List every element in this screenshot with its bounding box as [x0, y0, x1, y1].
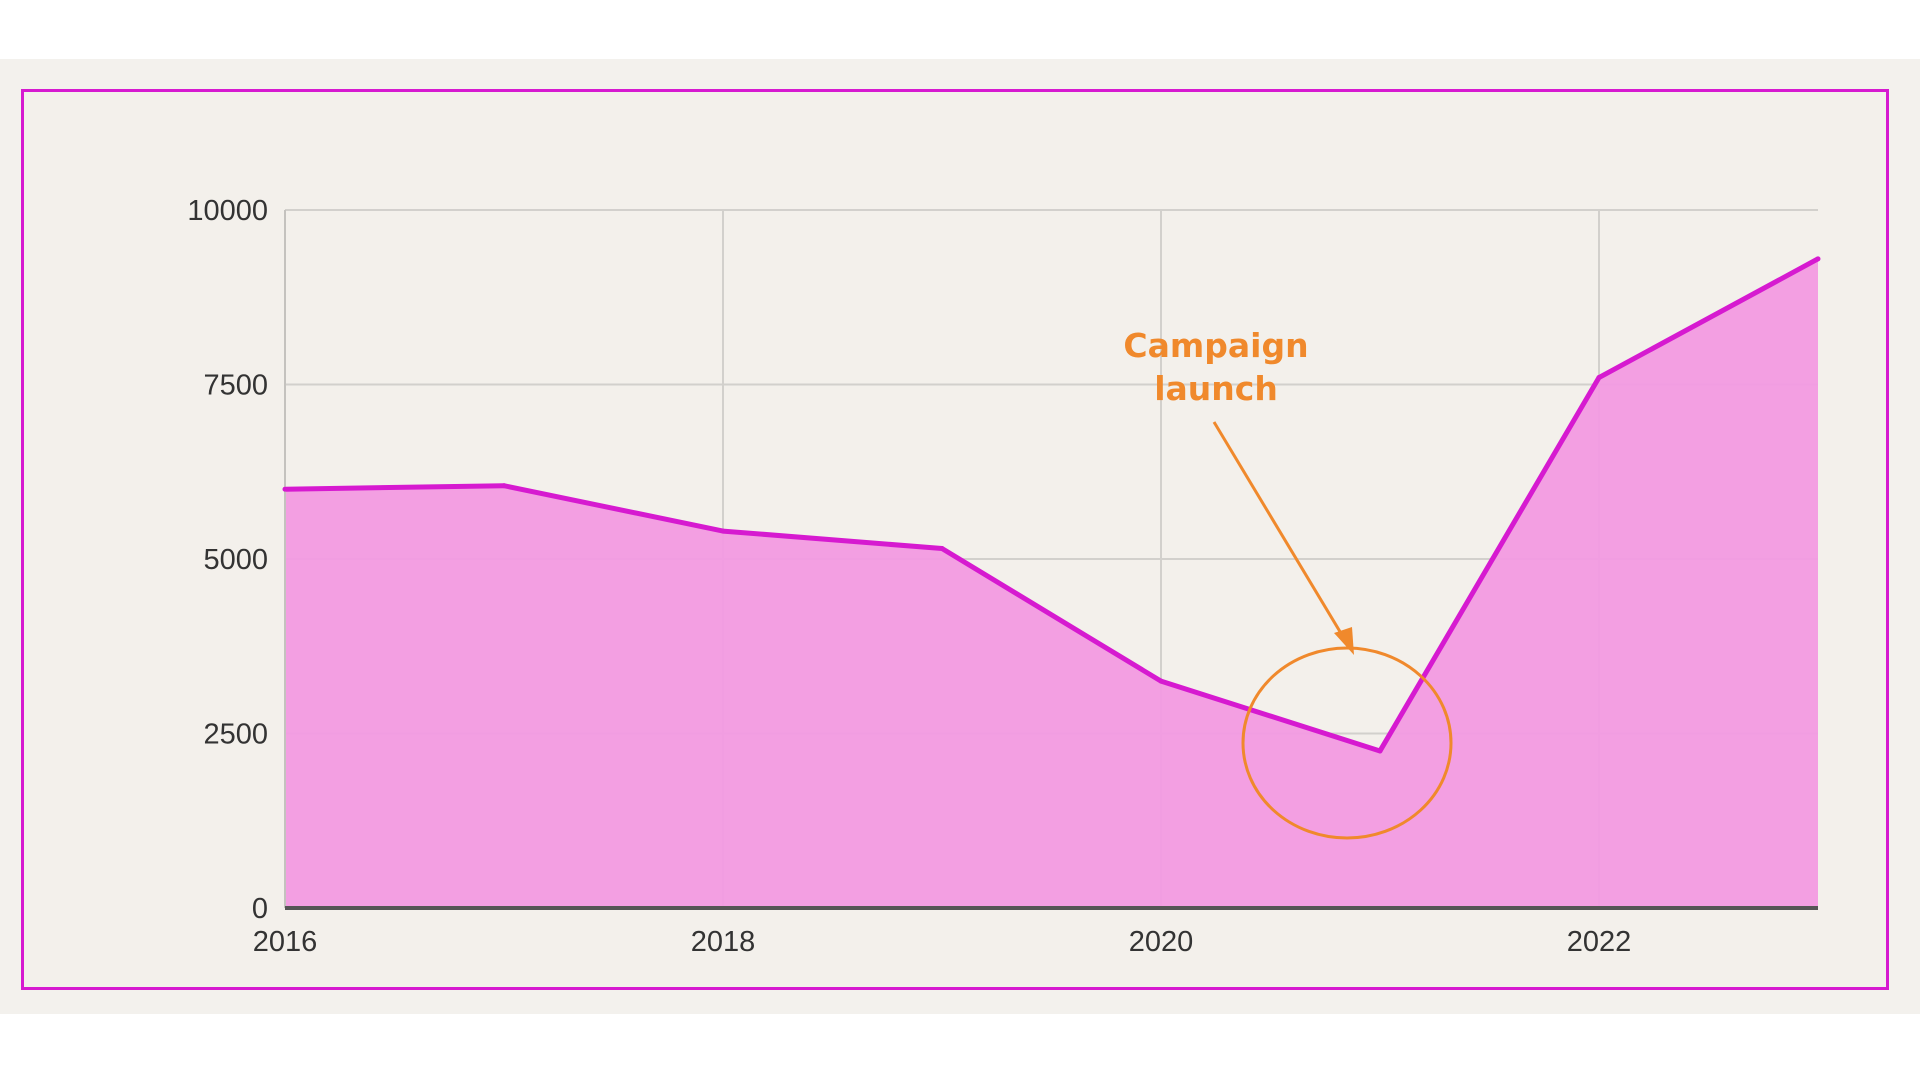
x-tick-label: 2016: [253, 926, 318, 958]
y-tick-label: 7500: [203, 370, 268, 402]
data-point: [1596, 375, 1602, 381]
x-axis-ticks: 2016 2018 2020 2022: [253, 926, 1632, 958]
y-tick-label: 0: [252, 893, 268, 925]
x-tick-label: 2022: [1567, 926, 1632, 958]
data-point: [1377, 748, 1383, 754]
data-point: [1158, 678, 1164, 684]
annotation-text-line2: launch: [1154, 369, 1278, 408]
annotation-circle: [1241, 646, 1453, 840]
x-tick-label: 2020: [1129, 926, 1194, 958]
data-points: [282, 256, 1821, 754]
axes: [284, 210, 1818, 910]
annotation-text-line1: Campaign: [1123, 326, 1308, 365]
area-fill: [285, 258, 1818, 908]
y-tick-label: 5000: [203, 544, 268, 576]
annotation-arrow-head: [1334, 626, 1354, 655]
y-tick-label: 10000: [187, 195, 268, 227]
y-axis-ticks: 0 2500 5000 7500 10000: [187, 195, 268, 925]
data-point: [939, 546, 945, 552]
data-point: [282, 486, 288, 492]
data-point: [720, 528, 726, 534]
annotation-arrow-line: [1212, 421, 1350, 646]
y-tick-label: 2500: [203, 719, 268, 751]
series-line: [284, 256, 1820, 754]
campaign-annotation: Campaign launch: [1123, 326, 1453, 840]
data-point: [501, 483, 507, 489]
data-point: [1815, 256, 1821, 262]
x-tick-label: 2018: [691, 926, 756, 958]
